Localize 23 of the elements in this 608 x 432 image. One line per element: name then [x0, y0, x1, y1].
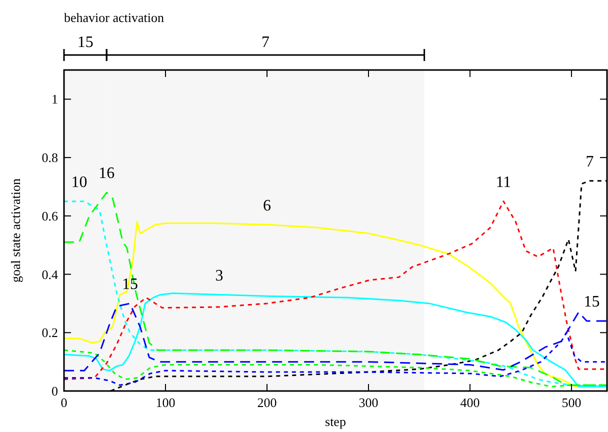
y-tick-label: 1 [52, 92, 58, 107]
annotation: 6 [262, 197, 271, 214]
annotation: 15 [584, 294, 600, 311]
annotation: 3 [215, 267, 224, 284]
x-tick-label: 400 [460, 395, 480, 410]
annotation: 11 [496, 174, 512, 191]
x-tick-label: 500 [562, 395, 582, 410]
band-label: 15 [77, 34, 94, 51]
x-tick-label: 300 [358, 395, 378, 410]
x-axis-title: step [325, 414, 346, 429]
y-tick-label: 0.2 [42, 325, 58, 340]
annotation: 7 [586, 154, 594, 171]
text: behavior activation [64, 10, 164, 25]
y-tick-label: 0.4 [42, 266, 58, 282]
x-tick-label: 200 [257, 395, 277, 410]
y-tick-label: 0.6 [42, 208, 58, 224]
band-label: 7 [261, 34, 270, 51]
x-tick-label: 100 [156, 395, 176, 410]
y-axis-title: goal state activation [8, 178, 23, 282]
annotation: 10 [71, 174, 88, 191]
y-tick-label: 0.8 [42, 150, 58, 166]
y-tick-label: 0 [52, 384, 58, 398]
annotation: 16 [98, 165, 115, 182]
